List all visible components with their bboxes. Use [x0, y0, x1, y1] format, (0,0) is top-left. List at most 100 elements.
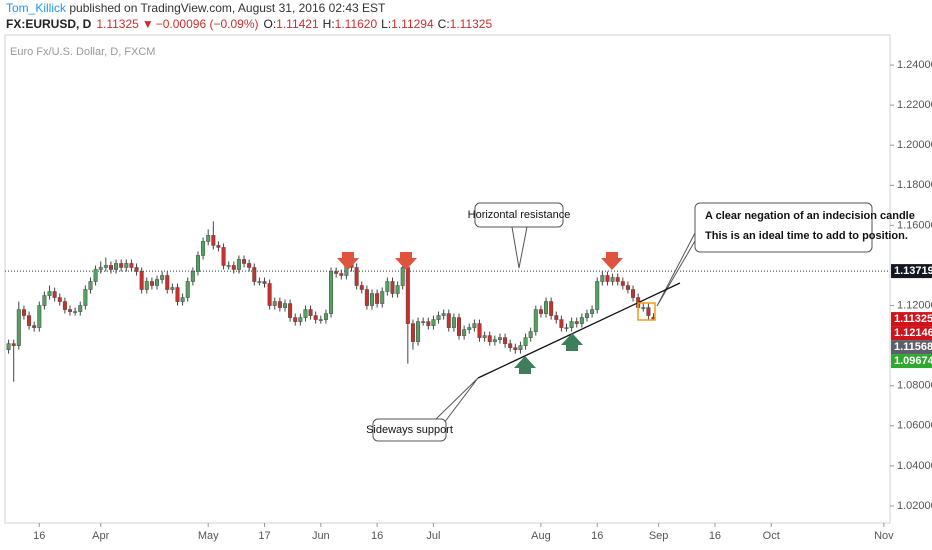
candle-body [216, 245, 221, 248]
candle-body [579, 317, 584, 324]
candle-body [549, 301, 554, 316]
candle-body [523, 337, 528, 346]
candle-body [329, 271, 334, 314]
candle-body [554, 315, 559, 320]
candle-body [446, 313, 451, 328]
callout-text: This is an ideal time to add to position… [705, 230, 908, 242]
x-tick-label: Apr [92, 530, 109, 542]
x-tick-label: 16 [33, 530, 45, 542]
candle-body [247, 263, 252, 268]
candle-body [487, 335, 492, 342]
candle-body [631, 289, 636, 298]
candle-body [282, 303, 287, 308]
candle-body [610, 277, 615, 282]
candle-body [641, 307, 646, 309]
candle-body [584, 313, 589, 318]
candle-body [47, 291, 52, 296]
candle-body [170, 287, 175, 290]
candle-body [441, 313, 446, 316]
candle-body [277, 301, 282, 308]
y-tick-label: 1.06000 [897, 420, 932, 432]
candle-body [16, 309, 21, 346]
candle-body [108, 265, 113, 270]
price-label-box [891, 264, 932, 279]
candle-body [257, 281, 262, 283]
y-tick-label: 1.22000 [897, 99, 932, 111]
candle-body [11, 343, 16, 346]
candle-body [400, 267, 405, 286]
candle-body [73, 311, 78, 313]
candle-body [513, 347, 518, 350]
candle-body [293, 317, 298, 322]
highlight-box [637, 302, 656, 321]
candle-body [390, 281, 395, 294]
candle-body [32, 325, 37, 328]
change: −0.00096 (−0.09%) [156, 17, 259, 31]
price-label-box [891, 326, 932, 341]
candle-body [129, 263, 134, 268]
candle-body [431, 319, 436, 326]
candle-body [364, 289, 369, 306]
candle-body [503, 337, 508, 344]
candle-body [426, 321, 431, 326]
candle-body [380, 291, 385, 304]
candle-body [497, 337, 502, 340]
candle-body [252, 267, 257, 282]
candle-body [144, 281, 149, 290]
x-tick-label: Aug [531, 530, 551, 542]
candle-body [221, 247, 226, 266]
candle-body [27, 315, 32, 326]
symbol: FX:EURUSD, D [6, 17, 92, 31]
candle-body [395, 285, 400, 294]
chart-marks: 1.02000 1.04000 1.06000 1.08000 1.12000 1.160… [5, 59, 932, 542]
down-arrow [337, 252, 359, 270]
candle-body [93, 269, 98, 282]
callout-text: A clear negation of an indecision candle [705, 210, 915, 222]
y-tick-label: 1.02000 [897, 500, 932, 512]
candle-body [272, 301, 277, 306]
candle-body [533, 309, 538, 332]
candle-body [288, 303, 293, 318]
candle-body [421, 321, 426, 323]
candle-body [42, 295, 47, 306]
author[interactable]: Tom_Killick [6, 1, 67, 15]
candle-body [206, 235, 211, 242]
candle-body [134, 267, 139, 272]
callout-pointer [656, 232, 696, 307]
candle-body [103, 265, 108, 268]
candle-body [68, 309, 72, 312]
y-tick-label: 1.24000 [897, 59, 932, 71]
candle-body [339, 273, 344, 276]
candle-body [165, 275, 170, 290]
o: 1.11421 [276, 17, 319, 31]
candle-body [231, 265, 236, 270]
candle-body [508, 343, 513, 348]
price-label: 1.11325 [894, 313, 932, 325]
candle-body [124, 263, 129, 268]
candle-body [477, 323, 482, 338]
callout-box [694, 202, 873, 253]
chart-title: Euro Fx/U.S. Dollar, D, FXCM [10, 46, 155, 58]
candle-body [298, 317, 303, 322]
candle-body [482, 335, 487, 338]
candle-body [354, 267, 359, 286]
y-tick-label: 1.08000 [897, 380, 932, 392]
candle-body [595, 281, 600, 310]
candle-body [457, 317, 462, 336]
candle-body [600, 275, 605, 282]
callout: Horizontal resistance [468, 202, 570, 269]
candle-body [518, 345, 523, 350]
candle-body [160, 275, 165, 280]
candle-body [57, 297, 62, 302]
callout-box [372, 418, 447, 442]
candle-body [646, 307, 651, 316]
candle-body [119, 263, 124, 268]
price-label-box [891, 312, 932, 327]
candle-body [226, 265, 231, 267]
candle-body [472, 323, 477, 328]
price-label-box [891, 340, 932, 355]
candle-body [416, 321, 421, 342]
x-tick-label: Sep [649, 530, 669, 542]
h-label: H: [323, 17, 335, 31]
header-line: Tom_Killick published on TradingView.com… [6, 1, 386, 15]
